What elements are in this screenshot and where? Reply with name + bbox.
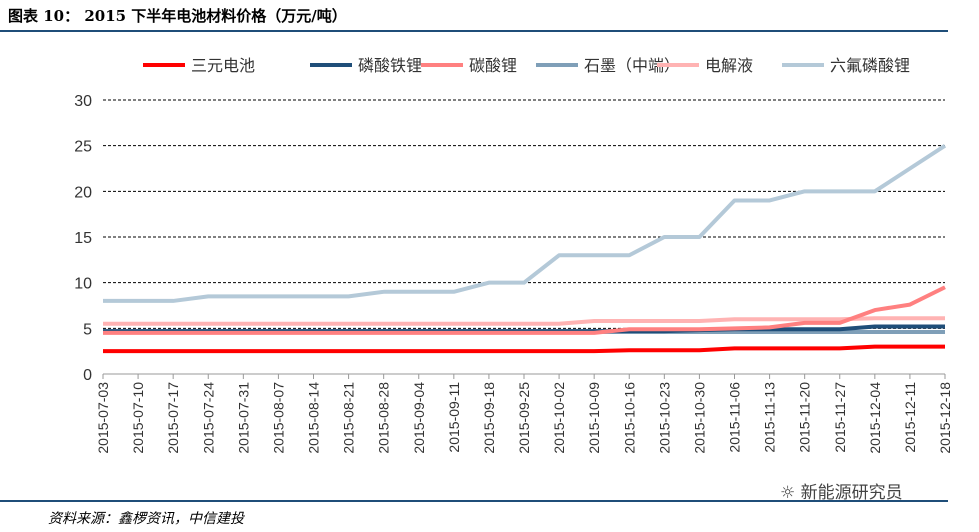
x-tick-label: 2015-09-11 [446, 382, 462, 453]
x-tick-label: 2015-12-11 [902, 382, 918, 453]
figure-title: 图表 10： 2015 下半年电池材料价格（万元/吨） [8, 7, 347, 25]
top-divider [0, 30, 948, 32]
x-tick-label: 2015-07-24 [200, 382, 216, 454]
x-tick-label: 2015-11-20 [797, 382, 813, 453]
series-line-0 [103, 344, 945, 354]
watermark-text: 新能源研究员 [800, 483, 903, 503]
y-tick-label: 10 [74, 276, 92, 293]
line-chart: 0 5 10 15 20 25 30 2015-07-03 2015-07-10 2015-07-… [74, 56, 953, 454]
x-tick-label: 2015-07-17 [165, 382, 181, 454]
x-tick-label: 2015-08-21 [341, 382, 357, 454]
x-tick-label: 2015-10-16 [621, 382, 637, 454]
x-tick-label: 2015-10-02 [551, 382, 567, 454]
x-tick-label: 2015-07-10 [130, 382, 146, 454]
x-tick-label: 2015-10-30 [691, 382, 707, 454]
x-tick-label: 2015-10-09 [586, 382, 602, 454]
legend-label: 六氟磷酸锂 [830, 56, 910, 75]
watermark: ☼ 新能源研究员 [780, 483, 903, 503]
y-tick-label: 25 [74, 139, 92, 156]
legend-label: 碳酸锂 [469, 56, 517, 75]
x-tick-label: 2015-08-28 [376, 382, 392, 454]
y-tick-label: 30 [74, 93, 92, 110]
y-tick-label: 0 [83, 367, 92, 384]
y-tick-label: 15 [74, 230, 92, 247]
x-tick-label: 2015-12-18 [937, 382, 953, 454]
x-tick-label: 2015-11-06 [727, 382, 743, 453]
source-note: 资料来源：鑫椤资讯，中信建投 [48, 511, 244, 527]
y-tick-label: 5 [83, 321, 92, 338]
x-tick-label: 2015-07-31 [235, 382, 251, 454]
bottom-divider [0, 500, 948, 502]
series-line-2 [103, 285, 946, 335]
x-tick-label: 2015-07-03 [95, 382, 111, 454]
y-tick-label: 20 [74, 184, 92, 201]
x-tick-label: 2015-11-13 [762, 382, 778, 453]
x-tick-label: 2015-12-04 [867, 382, 883, 454]
series-line-5 [103, 143, 947, 303]
series-line-4 [103, 316, 945, 326]
x-tick-label: 2015-08-07 [270, 382, 286, 454]
legend-label: 电解液 [705, 56, 753, 75]
x-tick-label: 2015-09-25 [516, 382, 532, 454]
x-tick-label: 2015-09-04 [411, 382, 427, 454]
x-tick-label: 2015-11-27 [832, 382, 848, 453]
x-tick-label: 2015-08-14 [306, 382, 322, 454]
legend-label: 磷酸铁锂 [358, 56, 422, 75]
x-tick-label: 2015-09-18 [481, 382, 497, 454]
x-tick-label: 2015-10-23 [656, 382, 672, 454]
legend-label: 三元电池 [191, 56, 255, 75]
legend-label: 石墨（中端） [584, 56, 680, 75]
